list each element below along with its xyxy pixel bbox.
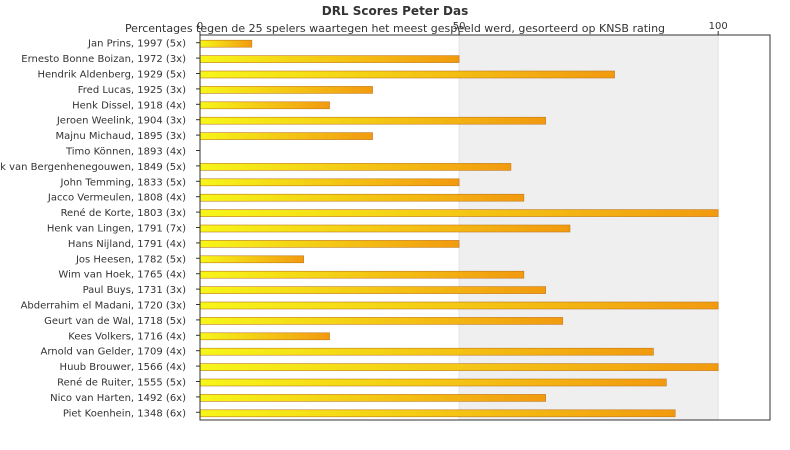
bar bbox=[199, 301, 719, 310]
category-label: Jos Heesen, 1782 (5x) bbox=[75, 254, 186, 265]
bar bbox=[199, 317, 564, 325]
category-label: Frank van Bergenhenegouwen, 1849 (5x) bbox=[0, 162, 186, 173]
category-label: Timo Können, 1893 (4x) bbox=[65, 147, 186, 158]
x-axis-ticks: 0 50 100 bbox=[197, 21, 728, 35]
category-label: Hendrik Aldenberg, 1929 (5x) bbox=[37, 70, 186, 81]
category-label: Hans Nijland, 1791 (4x) bbox=[68, 239, 186, 250]
category-label: John Temming, 1833 (5x) bbox=[60, 177, 187, 188]
bar bbox=[199, 178, 460, 187]
category-label: Arnold van Gelder, 1709 (4x) bbox=[41, 347, 187, 358]
category-label: Piet Koenhein, 1348 (6x) bbox=[63, 408, 186, 419]
bar bbox=[199, 116, 546, 125]
bar bbox=[199, 394, 546, 402]
category-label: René de Korte, 1803 (3x) bbox=[61, 207, 187, 219]
bar bbox=[199, 409, 676, 418]
category-label: Huub Brouwer, 1566 (4x) bbox=[60, 362, 187, 373]
category-label: Henk van Lingen, 1791 (7x) bbox=[47, 224, 186, 235]
chart-title: DRL Scores Peter Das bbox=[321, 4, 469, 18]
bar bbox=[199, 86, 373, 94]
bar bbox=[199, 163, 512, 171]
bar bbox=[199, 101, 330, 110]
bar bbox=[199, 55, 460, 63]
category-label: Henk Dissel, 1918 (4x) bbox=[72, 100, 186, 111]
bar bbox=[199, 70, 615, 79]
category-label: Fred Lucas, 1925 (3x) bbox=[78, 85, 186, 96]
bar bbox=[199, 224, 571, 233]
category-label: Paul Buys, 1731 (3x) bbox=[83, 285, 186, 296]
bar bbox=[199, 132, 373, 140]
bar bbox=[199, 255, 304, 264]
category-label: Ernesto Bonne Boizan, 1972 (3x) bbox=[21, 54, 186, 65]
bar bbox=[199, 332, 330, 341]
x-tick-label: 50 bbox=[453, 21, 466, 32]
bar bbox=[199, 240, 460, 248]
category-label: Majnu Michaud, 1895 (3x) bbox=[55, 131, 186, 142]
x-tick-label: 0 bbox=[197, 21, 203, 32]
category-label: Nico van Harten, 1492 (6x) bbox=[50, 393, 186, 404]
x-tick-label: 100 bbox=[709, 21, 728, 32]
bar-series bbox=[199, 39, 719, 418]
category-label: René de Ruiter, 1555 (5x) bbox=[57, 377, 186, 389]
category-label: Jeroen Weelink, 1904 (3x) bbox=[56, 116, 186, 127]
bar bbox=[199, 286, 546, 294]
bar bbox=[199, 39, 253, 48]
category-label: Jacco Vermeulen, 1808 (4x) bbox=[47, 193, 186, 204]
category-label: Kees Volkers, 1716 (4x) bbox=[68, 331, 186, 342]
category-label: Geurt van de Wal, 1718 (5x) bbox=[44, 316, 186, 327]
category-label: Jan Prins, 1997 (5x) bbox=[87, 39, 186, 50]
bar bbox=[199, 347, 654, 356]
bar bbox=[199, 193, 525, 202]
bar bbox=[199, 270, 525, 279]
category-labels: Jan Prins, 1997 (5x) Ernesto Bonne Boizan… bbox=[0, 39, 200, 419]
category-label: Abderrahim el Madani, 1720 (3x) bbox=[21, 301, 187, 312]
bar bbox=[199, 209, 719, 217]
plot-frame bbox=[199, 34, 771, 421]
chart-subtitle: Percentages tegen de 25 spelers waartege… bbox=[124, 22, 666, 35]
bar bbox=[199, 363, 719, 371]
category-label: Wim van Hoek, 1765 (4x) bbox=[58, 270, 186, 281]
bar bbox=[199, 378, 667, 387]
